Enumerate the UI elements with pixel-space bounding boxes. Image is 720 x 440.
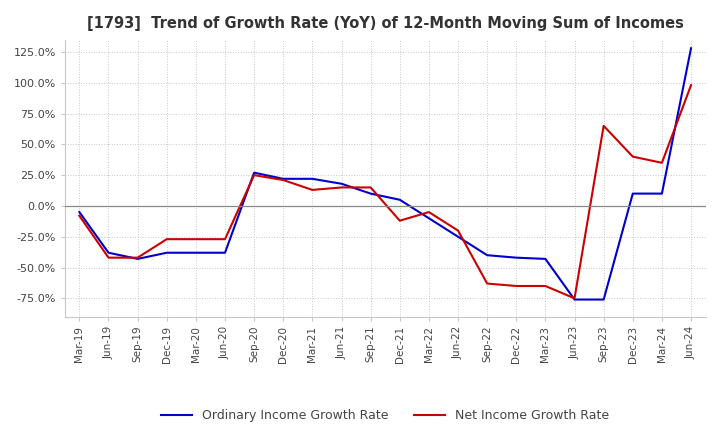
Net Income Growth Rate — [454, 228, 462, 233]
Ordinary Income Growth Rate — [629, 191, 637, 196]
Ordinary Income Growth Rate — [599, 297, 608, 302]
Ordinary Income Growth Rate — [104, 250, 113, 255]
Ordinary Income Growth Rate — [483, 253, 492, 258]
Ordinary Income Growth Rate — [454, 234, 462, 239]
Net Income Growth Rate — [337, 185, 346, 190]
Ordinary Income Growth Rate — [657, 191, 666, 196]
Net Income Growth Rate — [629, 154, 637, 159]
Net Income Growth Rate — [308, 187, 317, 193]
Net Income Growth Rate — [192, 237, 200, 242]
Net Income Growth Rate — [366, 185, 375, 190]
Ordinary Income Growth Rate — [687, 46, 696, 51]
Ordinary Income Growth Rate — [75, 209, 84, 215]
Ordinary Income Growth Rate — [279, 176, 287, 181]
Ordinary Income Growth Rate — [425, 216, 433, 221]
Net Income Growth Rate — [425, 209, 433, 215]
Net Income Growth Rate — [512, 283, 521, 289]
Net Income Growth Rate — [687, 83, 696, 88]
Net Income Growth Rate — [104, 255, 113, 260]
Ordinary Income Growth Rate — [192, 250, 200, 255]
Ordinary Income Growth Rate — [541, 256, 550, 261]
Net Income Growth Rate — [220, 237, 229, 242]
Title: [1793]  Trend of Growth Rate (YoY) of 12-Month Moving Sum of Incomes: [1793] Trend of Growth Rate (YoY) of 12-… — [87, 16, 683, 32]
Ordinary Income Growth Rate — [570, 297, 579, 302]
Net Income Growth Rate — [250, 172, 258, 178]
Line: Net Income Growth Rate: Net Income Growth Rate — [79, 85, 691, 298]
Ordinary Income Growth Rate — [337, 181, 346, 187]
Net Income Growth Rate — [163, 237, 171, 242]
Net Income Growth Rate — [395, 218, 404, 224]
Ordinary Income Growth Rate — [395, 197, 404, 202]
Net Income Growth Rate — [541, 283, 550, 289]
Ordinary Income Growth Rate — [220, 250, 229, 255]
Ordinary Income Growth Rate — [512, 255, 521, 260]
Net Income Growth Rate — [657, 160, 666, 165]
Net Income Growth Rate — [599, 123, 608, 128]
Net Income Growth Rate — [483, 281, 492, 286]
Line: Ordinary Income Growth Rate: Ordinary Income Growth Rate — [79, 48, 691, 300]
Legend: Ordinary Income Growth Rate, Net Income Growth Rate: Ordinary Income Growth Rate, Net Income … — [156, 404, 614, 427]
Net Income Growth Rate — [75, 213, 84, 218]
Ordinary Income Growth Rate — [366, 191, 375, 196]
Ordinary Income Growth Rate — [308, 176, 317, 181]
Net Income Growth Rate — [133, 255, 142, 260]
Net Income Growth Rate — [279, 177, 287, 183]
Ordinary Income Growth Rate — [163, 250, 171, 255]
Net Income Growth Rate — [570, 296, 579, 301]
Ordinary Income Growth Rate — [250, 170, 258, 175]
Ordinary Income Growth Rate — [133, 256, 142, 261]
